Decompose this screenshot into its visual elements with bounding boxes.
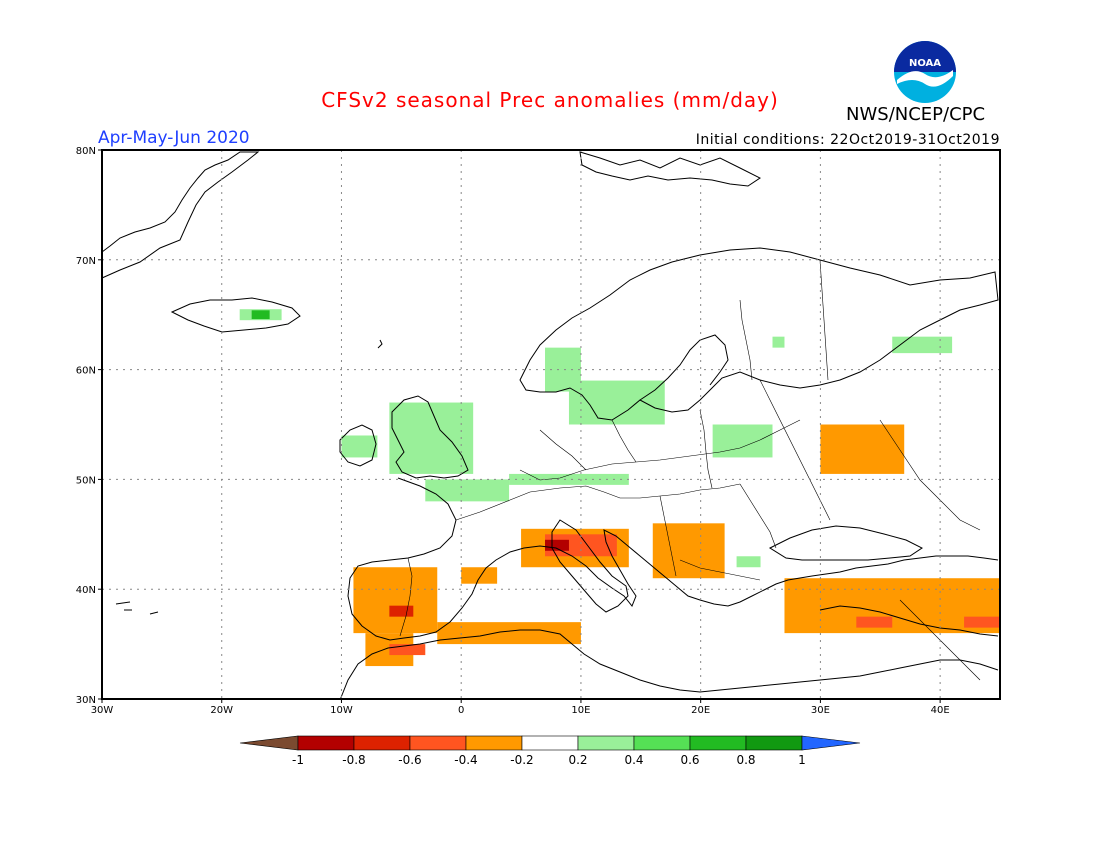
legend-swatch [465,735,523,751]
lon-label: 20W [210,705,233,716]
legend-swatch [577,735,635,751]
ireland-coast [339,424,377,467]
north-africa-coast [339,629,999,701]
legend-label: 0.2 [568,753,587,767]
axis-labels: 30W 20W 10W 0 10E 20E 30E 40E 80N 70N 60N 50N 40N 30N [76,146,950,716]
legend-label: -0.6 [398,753,421,767]
britain-coast [391,395,469,479]
lat-label: 70N [76,256,96,267]
lon-label: 30W [91,705,114,716]
logo-text: NOAA [909,58,941,69]
lon-label: 10E [571,705,590,716]
anomaly-region-1 [251,310,270,320]
legend-label: 0.8 [736,753,755,767]
anomaly-region-15 [461,567,498,584]
scandinavia-coast [519,247,999,421]
lat-label: 40N [76,585,96,596]
anomaly-region-10 [892,336,953,354]
noaa-logo: NOAA [893,40,957,104]
lat-label: 30N [76,695,96,706]
lon-label: 30E [811,705,830,716]
mediterranean-east-coast [819,605,999,637]
chart-title: CFSv2 seasonal Prec anomalies (mm/day) [321,88,779,112]
svalbard-coast [579,151,761,187]
season-label: Apr-May-Jun 2020 [98,128,250,148]
country-borders [399,259,981,681]
legend-label: 0.4 [624,753,643,767]
faroe [377,339,383,349]
lon-label: 0 [458,705,464,716]
legend-swatch [633,735,691,751]
anomaly-region-21 [545,539,569,551]
anomaly-region-3 [389,402,474,474]
lat-label: 50N [76,475,96,486]
azores [115,601,159,615]
legend-label: -0.8 [342,753,365,767]
legend-swatch [689,735,747,751]
anomaly-regions [239,309,1000,667]
lat-label: 80N [76,146,96,157]
initial-conditions-label: Initial conditions: 22Oct2019-31Oct2019 [695,132,1000,148]
anomaly-region-25 [964,616,1000,628]
legend-arrow-low [239,735,299,751]
color-legend: -1 -0.8 -0.6 -0.4 -0.2 0.2 0.4 0.6 0.8 1 [239,735,861,767]
anomaly-region-7 [568,380,665,425]
anomaly-region-24 [856,616,893,628]
baltic-coast [639,334,729,401]
agency-label: NWS/NCEP/CPC [846,104,986,125]
lon-label: 40E [931,705,950,716]
black-sea-coast [768,525,923,561]
anomaly-region-5 [509,473,629,485]
anomaly-region-18 [437,622,581,645]
coastlines [101,151,999,701]
legend-swatch [745,735,803,751]
iceland-coast [170,297,301,333]
legend-swatch [409,735,467,751]
italy-coast [551,519,629,613]
legend-label: 0.6 [680,753,699,767]
anomaly-region-17 [389,644,426,656]
legend-label: -1 [292,753,304,767]
anomaly-region-9 [772,336,785,348]
anomaly-region-4 [425,479,510,502]
lat-label: 60N [76,366,96,377]
legend-swatch [297,735,355,751]
legend-swatch [353,735,411,751]
legend-swatch [521,735,579,751]
lon-label: 20E [691,705,710,716]
anomaly-region-2 [341,435,378,458]
anomaly-region-8 [712,424,773,458]
anomaly-region-13 [353,567,438,634]
legend-label: 1 [798,753,806,767]
graticule [102,150,1000,699]
legend-arrow-high [801,735,861,751]
legend-label: -0.4 [454,753,477,767]
map-frame [101,149,1001,700]
anomaly-region-14 [389,605,414,617]
legend-label: -0.2 [510,753,533,767]
europe-mainland-coast [347,477,999,641]
anomaly-region-12 [820,424,905,474]
anomaly-region-22 [652,523,725,579]
lon-label: 10W [330,705,353,716]
greenland-coast [101,151,260,279]
anomaly-region-11 [736,556,761,568]
